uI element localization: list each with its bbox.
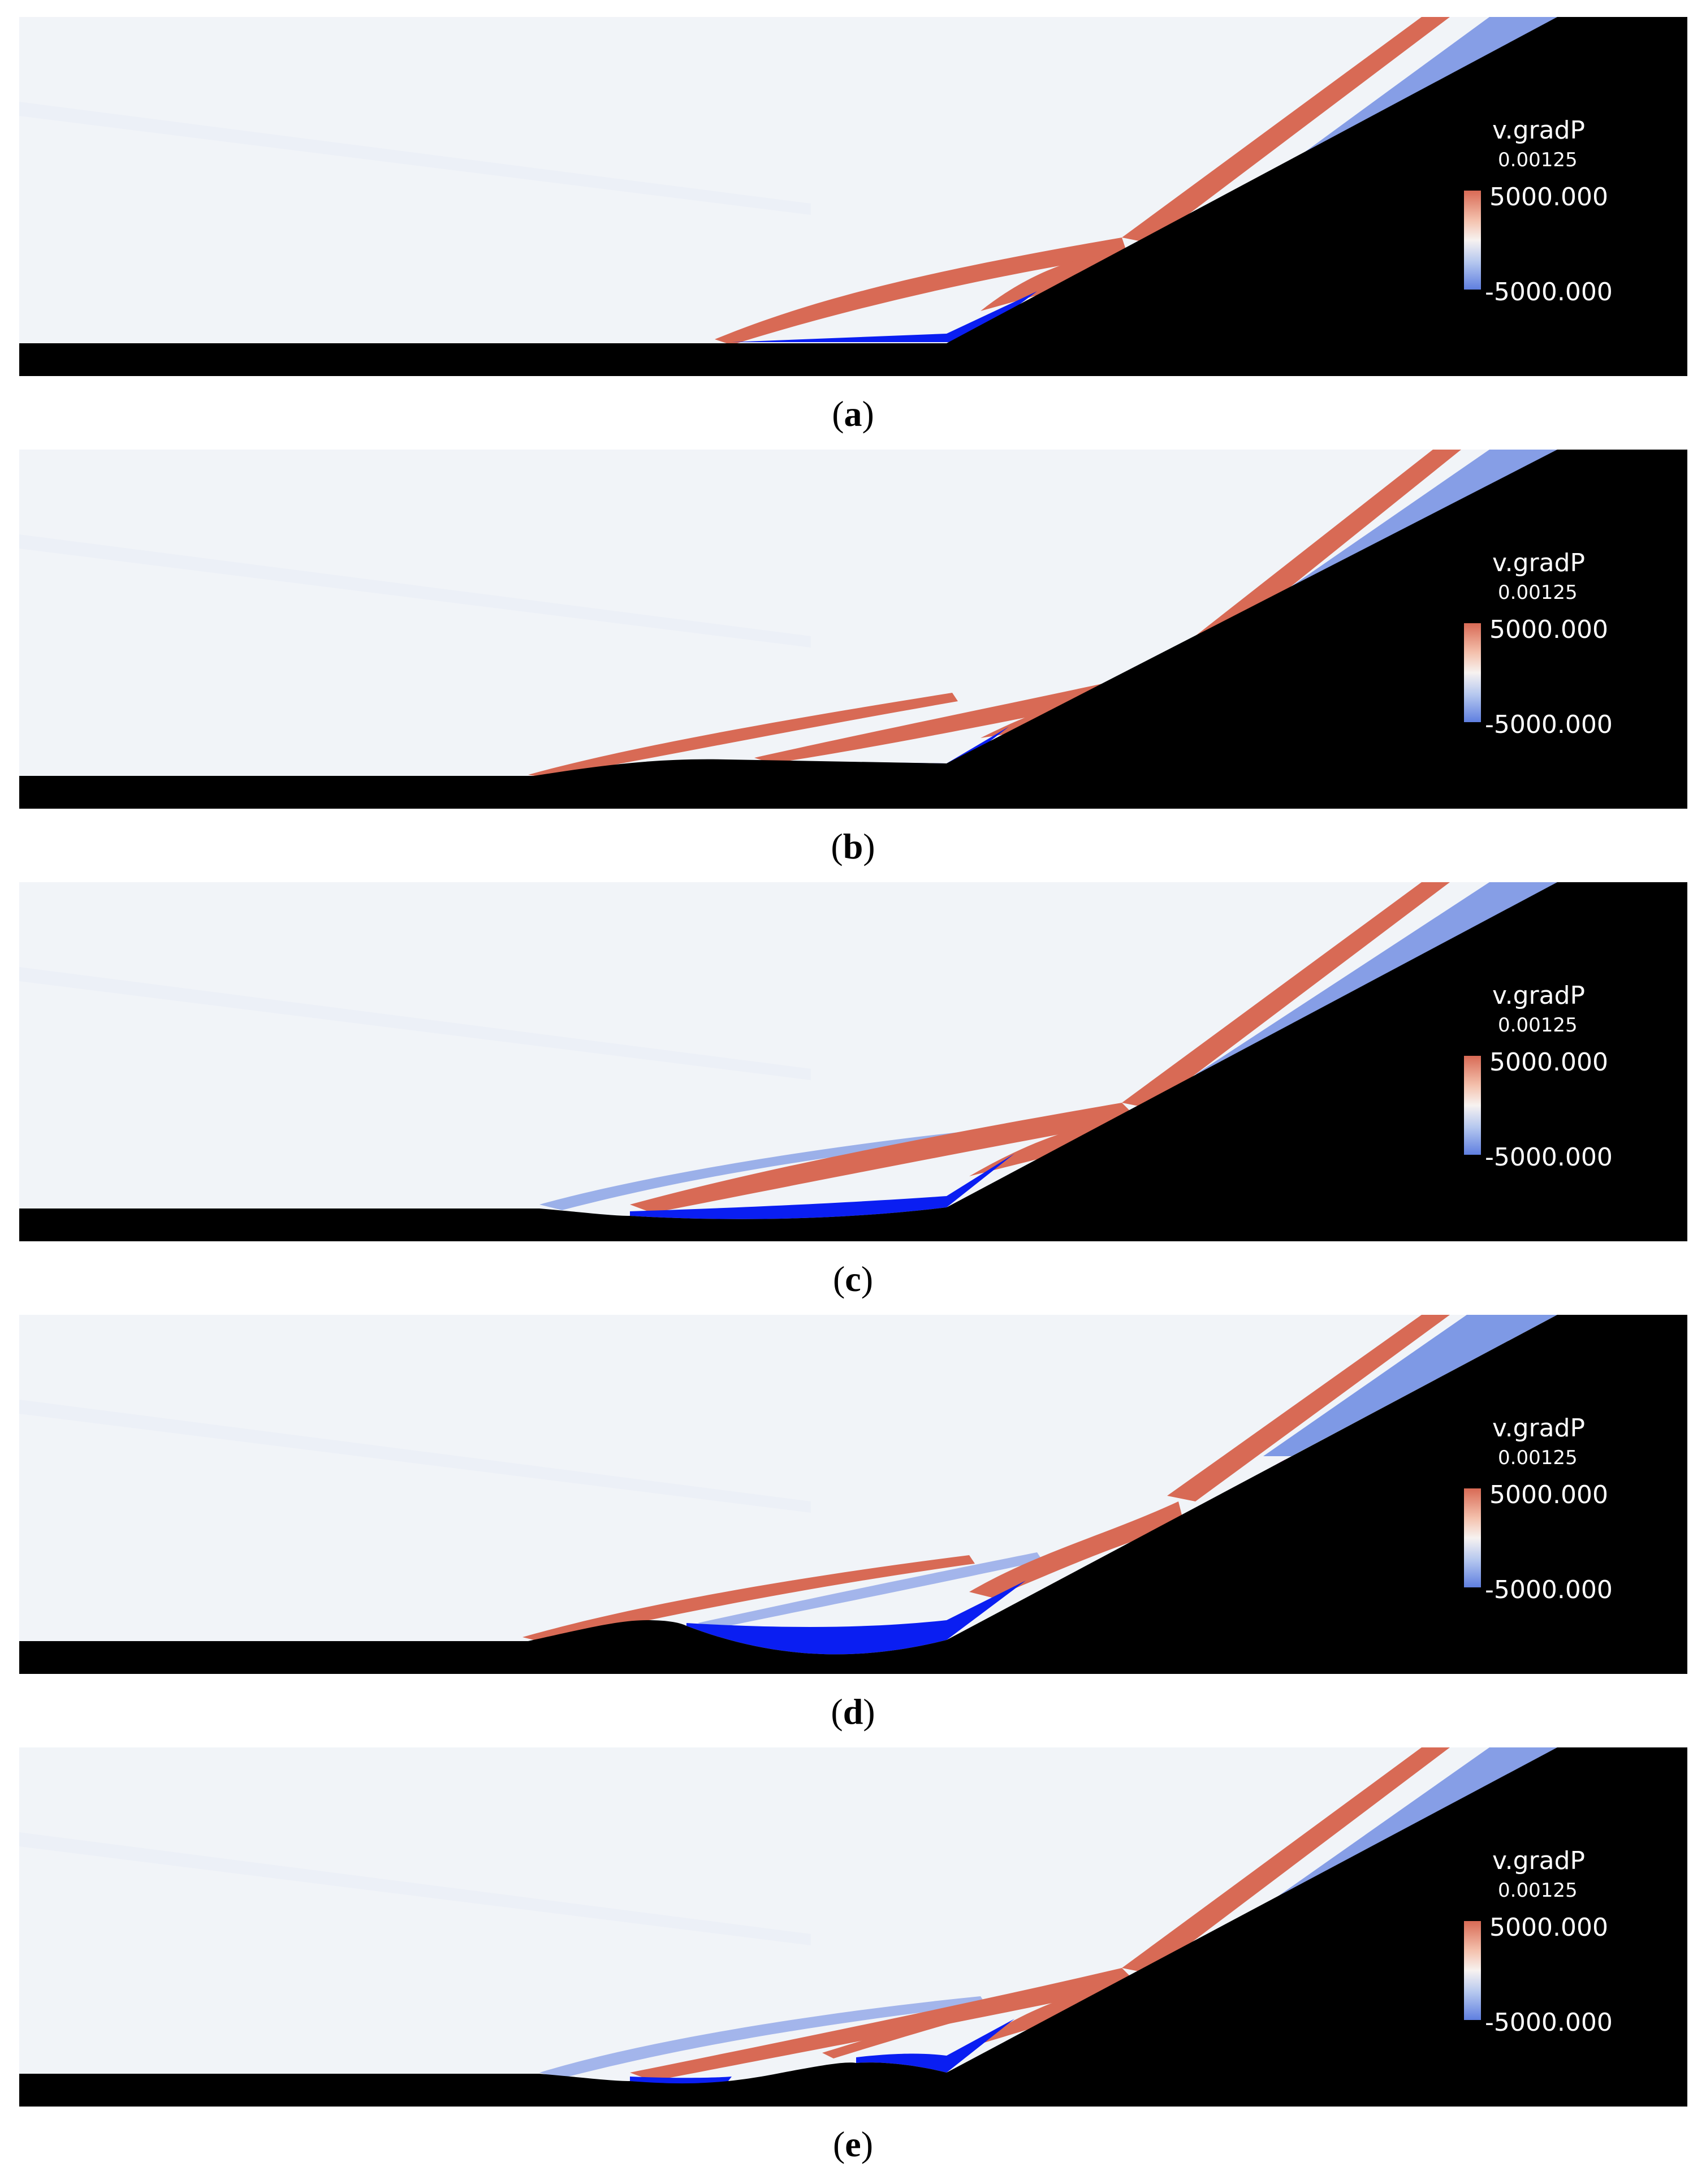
- positive-band: [969, 1501, 1184, 1598]
- shock-band: [1122, 882, 1450, 1108]
- flow-field-d: [19, 1315, 1687, 1674]
- caption-d: (d): [831, 1691, 875, 1732]
- legend-time: 0.00125: [1498, 1879, 1578, 1902]
- negative-band: [539, 1996, 986, 2078]
- caption-letter: b: [843, 826, 863, 866]
- legend-min: -5000.000: [1485, 2008, 1613, 2037]
- legend-max: 5000.000: [1489, 183, 1608, 212]
- legend-title: v.gradP: [1492, 116, 1586, 145]
- caption-b: (b): [831, 826, 875, 866]
- colorbar: [1464, 1921, 1481, 2020]
- shock-band: [1167, 1315, 1450, 1501]
- legend-time: 0.00125: [1498, 581, 1578, 604]
- colorbar-legend: v.gradP 0.00125 5000.000 -5000.000: [1433, 1414, 1636, 1604]
- wall-geometry: [19, 17, 1687, 376]
- colorbar-legend: v.gradP 0.00125 5000.000 -5000.000: [1433, 116, 1636, 307]
- caption-c: (c): [832, 1259, 874, 1299]
- legend-title: v.gradP: [1492, 981, 1586, 1010]
- caption-e: (e): [832, 2124, 874, 2164]
- legend-max: 5000.000: [1489, 1048, 1608, 1077]
- faint-wave: [19, 1832, 811, 1945]
- shock-band: [1122, 1747, 1450, 1974]
- legend-max: 5000.000: [1489, 615, 1608, 644]
- panel-e: v.gradP 0.00125 5000.000 -5000.000: [19, 1747, 1687, 2107]
- legend-title: v.gradP: [1492, 1846, 1586, 1875]
- separation-bubble: [686, 1581, 1026, 1655]
- caption-letter: e: [845, 2124, 861, 2164]
- legend-title: v.gradP: [1492, 1414, 1586, 1443]
- legend-min: -5000.000: [1485, 1143, 1613, 1172]
- colorbar: [1464, 191, 1481, 290]
- panel-a: v.gradP 0.00125 5000.000 -5000.000: [19, 17, 1687, 376]
- colorbar: [1464, 1488, 1481, 1587]
- legend-title: v.gradP: [1492, 549, 1586, 577]
- flow-field-a: [19, 17, 1687, 376]
- separation-bubble: [630, 2077, 732, 2085]
- caption-letter: a: [844, 394, 862, 434]
- positive-band: [528, 693, 958, 778]
- negative-band: [1263, 1315, 1557, 1456]
- faint-wave: [19, 102, 811, 215]
- caption-a: (a): [832, 394, 874, 434]
- panel-d: v.gradP 0.00125 5000.000 -5000.000: [19, 1315, 1687, 1674]
- flow-field-b: [19, 450, 1687, 809]
- positive-band: [630, 1968, 1139, 2081]
- flow-field-c: [19, 882, 1687, 1241]
- wall-geometry: [19, 450, 1687, 809]
- faint-wave: [19, 1400, 811, 1513]
- colorbar-legend: v.gradP 0.00125 5000.000 -5000.000: [1433, 549, 1636, 739]
- panel-b: v.gradP 0.00125 5000.000 -5000.000: [19, 450, 1687, 809]
- shock-band: [1122, 17, 1450, 243]
- separation-bubble: [630, 1154, 1014, 1219]
- negative-band: [1195, 882, 1557, 1074]
- colorbar: [1464, 1056, 1481, 1155]
- flow-field-e: [19, 1747, 1687, 2107]
- positive-band: [630, 1103, 1139, 1213]
- negative-band: [698, 1552, 1043, 1629]
- positive-band: [754, 676, 1150, 763]
- separation-bubble: [732, 291, 1037, 342]
- legend-min: -5000.000: [1485, 278, 1613, 307]
- separation-bubble: [856, 2019, 1014, 2073]
- wall-geometry: [19, 1747, 1687, 2107]
- legend-min: -5000.000: [1485, 1576, 1613, 1604]
- panel-c: v.gradP 0.00125 5000.000 -5000.000: [19, 882, 1687, 1241]
- caption-letter: d: [843, 1691, 863, 1732]
- caption-letter: c: [845, 1259, 861, 1299]
- colorbar-legend: v.gradP 0.00125 5000.000 -5000.000: [1433, 1846, 1636, 2037]
- wall-geometry: [19, 1315, 1687, 1674]
- faint-wave: [19, 967, 811, 1080]
- legend-time: 0.00125: [1498, 1014, 1578, 1037]
- colorbar-legend: v.gradP 0.00125 5000.000 -5000.000: [1433, 981, 1636, 1172]
- positive-band: [715, 238, 1128, 345]
- legend-max: 5000.000: [1489, 1913, 1608, 1942]
- wall-geometry: [19, 882, 1687, 1241]
- colorbar: [1464, 623, 1481, 722]
- positive-band: [822, 2005, 986, 2058]
- legend-max: 5000.000: [1489, 1481, 1608, 1509]
- legend-time: 0.00125: [1498, 149, 1578, 171]
- faint-wave: [19, 534, 811, 648]
- legend-min: -5000.000: [1485, 710, 1613, 739]
- legend-time: 0.00125: [1498, 1447, 1578, 1469]
